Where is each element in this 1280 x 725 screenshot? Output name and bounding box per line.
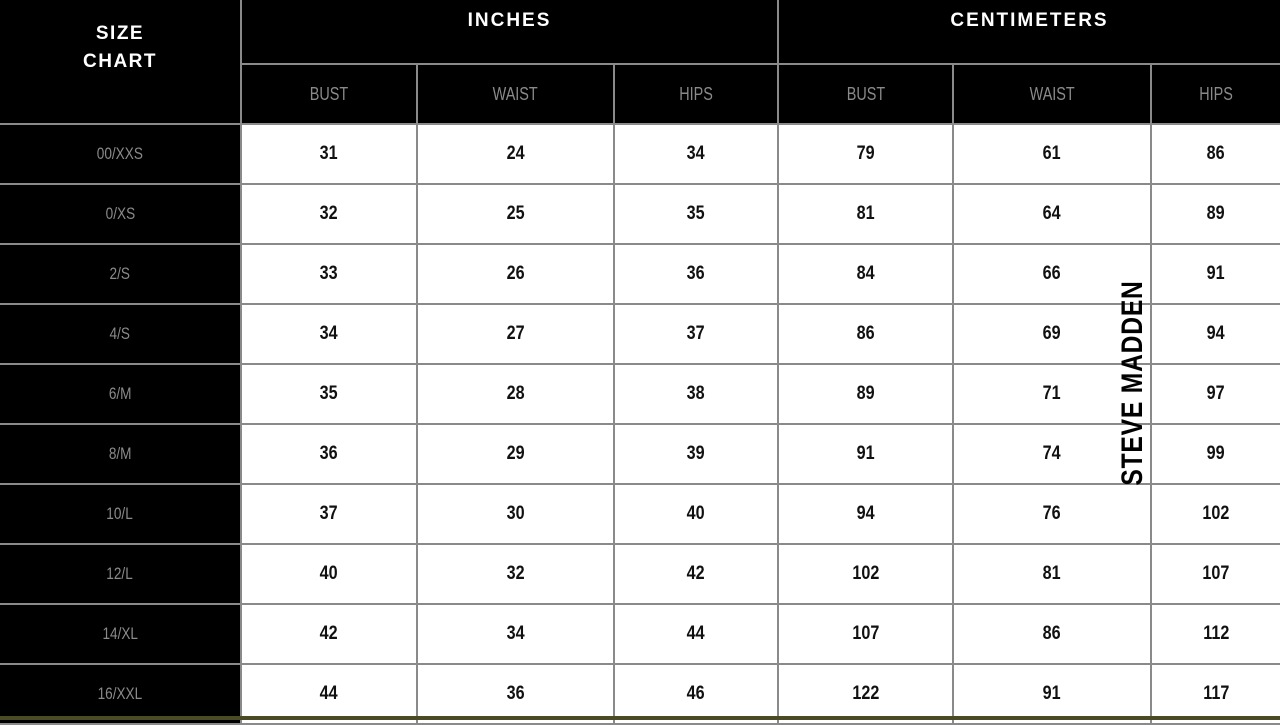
measurement-cell: 42 — [612, 543, 780, 605]
table-row: 0/XS 32 25 35 81 64 89 — [0, 183, 1280, 245]
col-header-inches-waist: WAIST — [416, 63, 615, 125]
measurement-cell: 112 — [1150, 603, 1280, 665]
measurement-cell: 37 — [240, 483, 418, 545]
table-row: 8/M 36 29 39 91 74 99 — [0, 423, 1280, 485]
inches-group-header: INCHES — [239, 0, 780, 65]
table-row: 4/S 34 27 37 86 69 94 — [0, 303, 1280, 365]
measurement-cell: 86 — [777, 303, 955, 365]
table-row: 16/XXL 44 36 46 122 91 117 — [0, 663, 1280, 725]
measurement-cell: 91 — [777, 423, 955, 485]
measurement-cell: 64 — [952, 183, 1153, 245]
measurement-cell: 76 — [952, 483, 1153, 545]
col-header-cm-hips: HIPS — [1150, 63, 1280, 125]
measurement-cell: 69 — [952, 303, 1153, 365]
col-header-inches-bust: BUST — [240, 63, 418, 125]
measurement-cell: 94 — [777, 483, 955, 545]
measurement-cell: 46 — [612, 663, 780, 725]
table-row: 2/S 33 26 36 84 66 91 — [0, 243, 1280, 305]
measurement-cell: 36 — [612, 243, 780, 305]
measurement-cell: 117 — [1150, 663, 1280, 725]
measurement-cell: 71 — [952, 363, 1153, 425]
size-label: 2/S — [0, 243, 242, 305]
size-label: 14/XL — [0, 603, 242, 665]
measurement-cell: 86 — [952, 603, 1153, 665]
measurement-cell: 102 — [777, 543, 955, 605]
measurement-cell: 97 — [1150, 363, 1280, 425]
measurement-cell: 29 — [416, 423, 615, 485]
measurement-cell: 61 — [952, 123, 1153, 185]
table-row: 12/L 40 32 42 102 81 107 — [0, 543, 1280, 605]
table-row: 14/XL 42 34 44 107 86 112 — [0, 603, 1280, 665]
measurement-cell: 25 — [416, 183, 615, 245]
measurement-cell: 34 — [612, 123, 780, 185]
size-label: 4/S — [0, 303, 242, 365]
measurement-cell: 81 — [777, 183, 955, 245]
measurement-cell: 99 — [1150, 423, 1280, 485]
measurement-cell: 91 — [952, 663, 1153, 725]
measurement-cell: 39 — [612, 423, 780, 485]
size-chart-title: SIZE CHART — [0, 0, 242, 125]
measurement-cell: 26 — [416, 243, 615, 305]
measurement-cell: 122 — [777, 663, 955, 725]
measurement-cell: 33 — [240, 243, 418, 305]
table-row: 6/M 35 28 38 89 71 97 — [0, 363, 1280, 425]
measurement-cell: 36 — [416, 663, 615, 725]
measurement-cell: 44 — [612, 603, 780, 665]
measurement-cell: 35 — [612, 183, 780, 245]
size-label: 10/L — [0, 483, 242, 545]
size-label: 8/M — [0, 423, 242, 485]
table-row: 00/XXS 31 24 34 79 61 86 — [0, 123, 1280, 185]
col-header-cm-waist: WAIST — [952, 63, 1153, 125]
col-header-inches-hips: HIPS — [612, 63, 780, 125]
measurement-cell: 38 — [612, 363, 780, 425]
measurement-cell: 79 — [777, 123, 955, 185]
title-line-2: CHART — [83, 51, 157, 72]
measurement-cell: 66 — [952, 243, 1153, 305]
measurement-cell: 91 — [1150, 243, 1280, 305]
measurement-cell: 42 — [240, 603, 418, 665]
steve-madden-watermark: STEVE MADDEN — [1116, 280, 1149, 486]
measurement-cell: 81 — [952, 543, 1153, 605]
size-label: 0/XS — [0, 183, 242, 245]
measurement-cell: 30 — [416, 483, 615, 545]
measurement-cell: 35 — [240, 363, 418, 425]
measurement-cell: 89 — [777, 363, 955, 425]
measurement-cell: 94 — [1150, 303, 1280, 365]
measurement-cell: 34 — [240, 303, 418, 365]
title-line-1: SIZE — [95, 23, 145, 44]
measurement-cell: 31 — [240, 123, 418, 185]
measurement-cell: 32 — [416, 543, 615, 605]
col-header-cm-bust: BUST — [777, 63, 955, 125]
measurement-cell: 37 — [612, 303, 780, 365]
measurement-cell: 107 — [1150, 543, 1280, 605]
measurement-cell: 36 — [240, 423, 418, 485]
size-label: 12/L — [0, 543, 242, 605]
size-label: 6/M — [0, 363, 242, 425]
bottom-border — [0, 716, 1280, 720]
measurement-cell: 74 — [952, 423, 1153, 485]
measurement-cell: 24 — [416, 123, 615, 185]
centimeters-group-header: CENTIMETERS — [777, 0, 1280, 65]
table-row: 10/L 37 30 40 94 76 102 — [0, 483, 1280, 545]
measurement-cell: 86 — [1150, 123, 1280, 185]
measurement-cell: 27 — [416, 303, 615, 365]
measurement-cell: 32 — [240, 183, 418, 245]
measurement-cell: 28 — [416, 363, 615, 425]
size-label: 00/XXS — [0, 123, 242, 185]
measurement-cell: 107 — [777, 603, 955, 665]
measurement-cell: 34 — [416, 603, 615, 665]
measurement-cell: 40 — [612, 483, 780, 545]
measurement-cell: 102 — [1150, 483, 1280, 545]
measurement-cell: 89 — [1150, 183, 1280, 245]
measurement-cell: 84 — [777, 243, 955, 305]
size-label: 16/XXL — [0, 663, 242, 725]
measurement-cell: 44 — [240, 663, 418, 725]
measurement-cell: 40 — [240, 543, 418, 605]
